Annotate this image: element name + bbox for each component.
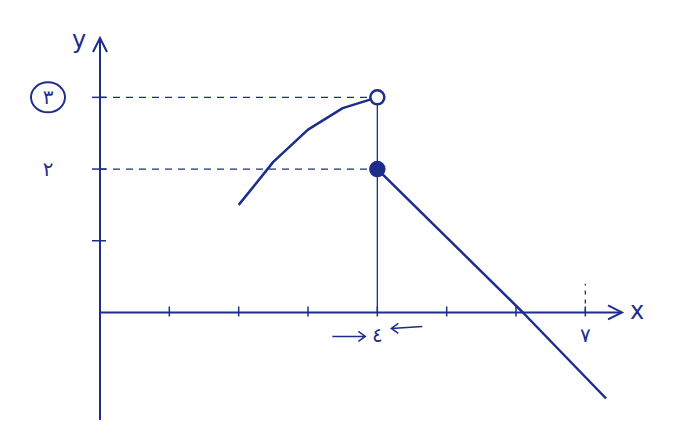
chart: x y ٤ ٧ ٢ ٣	[0, 0, 699, 439]
closed-endpoint	[370, 162, 384, 176]
function-piece	[239, 97, 378, 204]
x-tick	[169, 306, 171, 316]
x-axis	[100, 311, 620, 313]
y-tick-label: ٢	[43, 157, 54, 181]
approach-arrow	[332, 331, 365, 341]
y-tick	[92, 168, 106, 170]
axis-arrow	[93, 38, 107, 52]
x-tick	[446, 306, 448, 316]
open-endpoint	[370, 90, 384, 104]
x-axis-title: x	[630, 297, 644, 325]
axis-arrow	[608, 305, 622, 319]
y-tick	[92, 97, 106, 99]
x-tick-label: ٧	[580, 323, 591, 347]
x-tick	[238, 306, 240, 316]
x-tick	[307, 306, 309, 316]
y-tick	[92, 240, 106, 242]
x-tick-label: ٤	[372, 323, 383, 347]
plot-area	[239, 90, 606, 398]
guide-line	[100, 168, 377, 169]
x-tick	[585, 306, 587, 316]
guide-line	[377, 97, 378, 312]
y-tick-label: ٣	[43, 85, 54, 109]
label-circle	[31, 82, 65, 112]
guide-line	[100, 97, 377, 98]
function-piece	[377, 169, 606, 398]
x-tick	[377, 306, 379, 316]
y-axis-title: y	[72, 26, 86, 54]
approach-arrow	[391, 323, 422, 333]
